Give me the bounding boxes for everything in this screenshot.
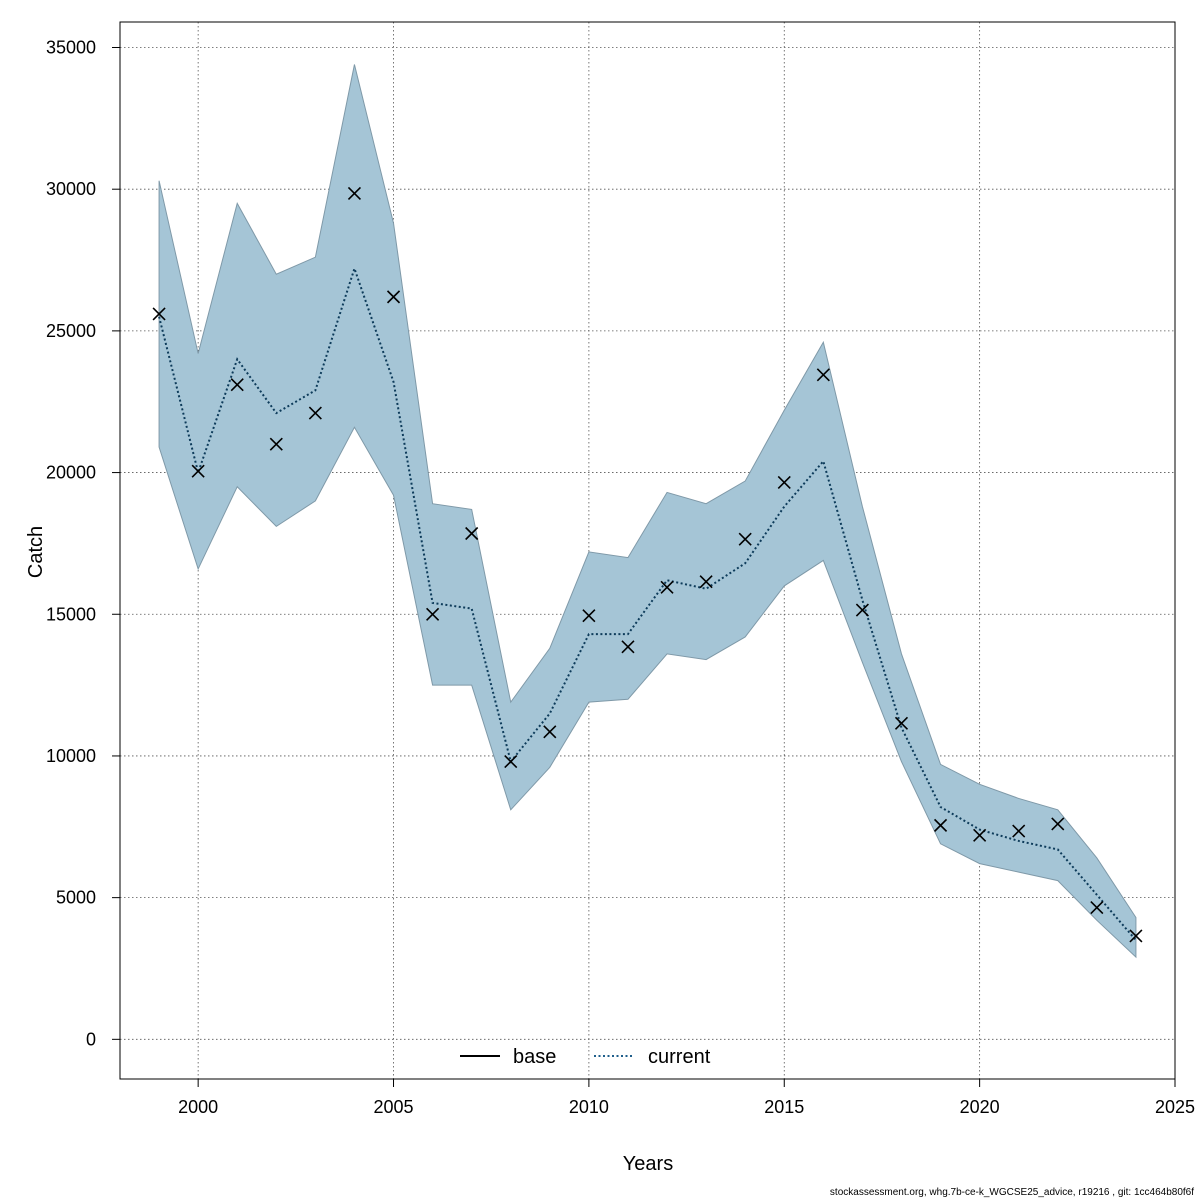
- observed-markers: [152, 186, 1143, 943]
- x-tick-label: 2000: [178, 1097, 218, 1117]
- x-tick-label: 2015: [764, 1097, 804, 1117]
- x-axis-title: Years: [623, 1153, 673, 1175]
- observed-point: [1090, 900, 1104, 915]
- observed-point: [1012, 824, 1026, 838]
- observed-point: [582, 609, 596, 623]
- observed-point: [777, 475, 791, 490]
- y-tick-label: 30000: [46, 179, 96, 199]
- y-axis-title: Catch: [25, 526, 47, 578]
- legend: base current: [460, 1046, 711, 1068]
- y-tick-label: 5000: [56, 888, 96, 908]
- y-tick-label: 20000: [46, 463, 96, 483]
- x-tick-label: 2005: [373, 1097, 413, 1117]
- x-tick-label: 2010: [569, 1097, 609, 1117]
- observed-point: [543, 725, 557, 739]
- observed-point: [230, 378, 244, 392]
- observed-point: [426, 607, 440, 621]
- observed-point: [152, 307, 166, 321]
- observed-point: [386, 290, 401, 304]
- confidence-band: [158, 64, 1137, 959]
- observed-point: [699, 575, 713, 589]
- plot-frame: [119, 21, 1176, 1080]
- y-axis: 0 5000 10000 15000 20000 25000 30000 35000: [46, 38, 120, 1049]
- x-tick-label: 2025: [1155, 1097, 1195, 1117]
- observed-point: [621, 640, 635, 654]
- observed-point: [973, 828, 987, 842]
- observed-point: [1129, 929, 1143, 943]
- observed-point: [933, 818, 948, 832]
- y-tick-label: 0: [86, 1029, 96, 1049]
- observed-point: [191, 464, 205, 478]
- y-tick-label: 10000: [46, 746, 96, 766]
- observed-point: [465, 526, 479, 541]
- observed-point: [269, 437, 283, 451]
- observed-point: [1051, 817, 1065, 831]
- footer-credit: stockassessment.org, whg.7b-ce-k_WGCSE25…: [829, 1187, 1194, 1198]
- y-tick-label: 15000: [46, 604, 96, 624]
- y-tick-label: 35000: [46, 38, 96, 58]
- observed-point: [855, 603, 869, 617]
- legend-label-base: base: [513, 1046, 556, 1068]
- observed-point: [738, 532, 752, 546]
- observed-point: [660, 580, 674, 594]
- observed-point: [894, 716, 909, 730]
- x-tick-label: 2020: [960, 1097, 1000, 1117]
- observed-point: [308, 406, 322, 420]
- y-tick-label: 25000: [46, 321, 96, 341]
- x-axis: 2000 2005 2010 2015 2020 2025: [178, 1079, 1195, 1117]
- legend-label-current: current: [648, 1046, 711, 1068]
- observed-point: [816, 368, 830, 382]
- observed-point: [347, 186, 362, 201]
- observed-point: [504, 755, 518, 769]
